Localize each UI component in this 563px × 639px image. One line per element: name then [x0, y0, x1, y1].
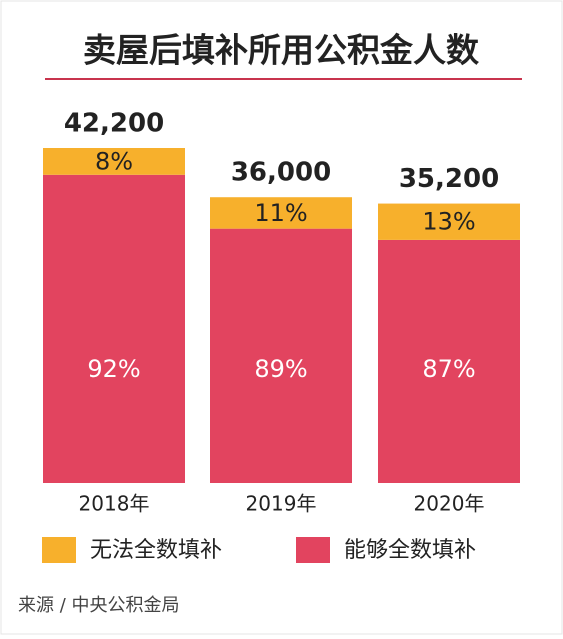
x-tick-label: 2018年	[79, 492, 150, 516]
chart-title: 卖屋后填补所用公积金人数	[83, 31, 480, 70]
legend-label: 能够全数填补	[344, 538, 476, 563]
bar-segment	[210, 228, 352, 483]
legend-swatch	[296, 537, 330, 563]
bar-segment	[378, 203, 520, 240]
value-label: 87%	[422, 355, 475, 383]
value-label: 8%	[95, 147, 133, 175]
legend-label: 无法全数填补	[90, 538, 222, 563]
bar-segment	[378, 239, 520, 483]
x-tick-label: 2019年	[246, 492, 317, 516]
bar-segment	[210, 197, 352, 229]
total-label: 35,200	[399, 164, 499, 194]
total-label: 36,000	[231, 158, 331, 188]
legend-swatch	[42, 537, 76, 563]
bar-segment	[43, 174, 185, 484]
source: 来源 / 中央公积金局	[18, 595, 180, 616]
x-tick-label: 2020年	[414, 492, 485, 516]
value-label: 13%	[422, 208, 475, 236]
total-label: 42,200	[64, 109, 164, 139]
value-label: 92%	[87, 355, 140, 383]
value-label: 11%	[254, 199, 307, 227]
value-label: 89%	[254, 355, 307, 383]
bar-segment	[43, 148, 185, 175]
